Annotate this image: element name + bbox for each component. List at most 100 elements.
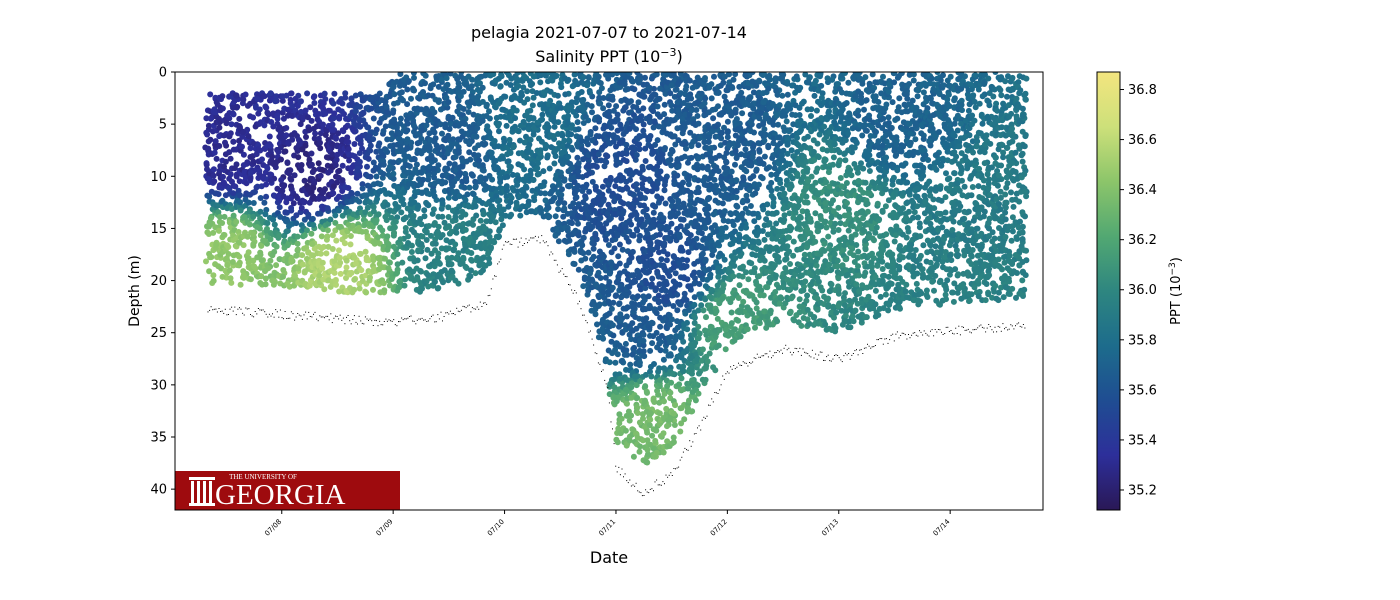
- salinity-point: [622, 386, 629, 393]
- salinity-point: [713, 308, 720, 315]
- salinity-point: [643, 261, 650, 268]
- salinity-point: [263, 104, 270, 111]
- salinity-point: [650, 216, 657, 223]
- salinity-point: [247, 276, 254, 283]
- salinity-point: [597, 215, 604, 221]
- salinity-point: [616, 260, 623, 267]
- salinity-point: [575, 232, 582, 239]
- salinity-point: [215, 209, 222, 216]
- salinity-point: [625, 238, 632, 245]
- salinity-point: [636, 419, 643, 426]
- salinity-point: [661, 111, 668, 118]
- salinity-point: [234, 103, 241, 110]
- salinity-point: [590, 298, 597, 305]
- salinity-point: [289, 103, 296, 110]
- salinity-point: [212, 109, 219, 116]
- salinity-point: [216, 213, 223, 220]
- salinity-point: [469, 172, 476, 179]
- salinity-point: [429, 210, 436, 217]
- salinity-point: [686, 77, 693, 84]
- chart-subtitle-base: Salinity PPT (10: [535, 47, 660, 66]
- salinity-point: [398, 95, 405, 102]
- salinity-point: [386, 259, 393, 266]
- salinity-point: [628, 384, 635, 391]
- salinity-point: [356, 158, 363, 165]
- salinity-point: [537, 79, 544, 86]
- chart-subtitle-close: ): [677, 47, 683, 66]
- salinity-point: [582, 195, 589, 202]
- salinity-point: [705, 211, 711, 218]
- salinity-point: [315, 160, 322, 167]
- salinity-point: [640, 81, 647, 88]
- salinity-point: [380, 171, 387, 177]
- salinity-point: [616, 241, 623, 248]
- salinity-point: [595, 196, 602, 203]
- salinity-point: [329, 151, 336, 158]
- salinity-point: [278, 131, 285, 137]
- salinity-point: [661, 398, 667, 405]
- salinity-point: [302, 142, 309, 149]
- salinity-point: [219, 220, 226, 226]
- salinity-point: [654, 137, 661, 144]
- salinity-point: [696, 212, 702, 219]
- salinity-point: [373, 217, 380, 224]
- salinity-point: [479, 84, 486, 91]
- salinity-point: [603, 236, 609, 243]
- salinity-point: [246, 221, 253, 228]
- salinity-point: [684, 257, 691, 264]
- salinity-point: [579, 98, 586, 105]
- salinity-point: [486, 228, 493, 235]
- salinity-point: [662, 200, 669, 207]
- salinity-point: [623, 313, 630, 320]
- salinity-point: [216, 133, 223, 140]
- salinity-point: [649, 320, 656, 327]
- salinity-point: [449, 182, 456, 189]
- salinity-point: [457, 169, 464, 176]
- salinity-point: [634, 410, 641, 416]
- salinity-point: [607, 177, 614, 184]
- salinity-point: [472, 270, 479, 277]
- salinity-point: [645, 293, 652, 300]
- salinity-point: [587, 131, 594, 138]
- salinity-point: [550, 195, 557, 202]
- salinity-point: [274, 112, 281, 119]
- salinity-point: [388, 276, 395, 282]
- salinity-point: [624, 351, 631, 358]
- salinity-point: [565, 104, 572, 111]
- salinity-point: [604, 153, 611, 160]
- salinity-point: [636, 233, 643, 239]
- salinity-point: [468, 250, 475, 256]
- salinity-point: [688, 212, 695, 219]
- chart-subtitle: Salinity PPT (10−3): [535, 46, 683, 66]
- salinity-point: [315, 111, 322, 117]
- salinity-point: [657, 305, 664, 312]
- salinity-point: [391, 229, 397, 236]
- salinity-point: [257, 215, 264, 222]
- salinity-point: [332, 219, 339, 226]
- salinity-point: [460, 88, 467, 95]
- salinity-point: [647, 416, 654, 423]
- salinity-point: [551, 123, 558, 130]
- salinity-point: [242, 91, 249, 98]
- salinity-point: [203, 161, 210, 168]
- salinity-point: [515, 128, 522, 135]
- salinity-point: [293, 220, 300, 227]
- salinity-point: [370, 159, 377, 166]
- salinity-point: [551, 118, 558, 125]
- salinity-point: [674, 172, 681, 179]
- salinity-point: [390, 170, 397, 177]
- salinity-point: [707, 274, 714, 281]
- salinity-point: [273, 262, 280, 269]
- salinity-point: [226, 149, 233, 156]
- salinity-point: [342, 124, 349, 131]
- salinity-point: [613, 72, 620, 77]
- salinity-point: [331, 269, 338, 276]
- salinity-point: [588, 103, 595, 110]
- salinity-point: [350, 126, 357, 133]
- salinity-point: [317, 210, 324, 217]
- salinity-point: [561, 206, 568, 213]
- salinity-point: [316, 272, 323, 279]
- salinity-point: [327, 216, 334, 223]
- salinity-point: [282, 209, 289, 216]
